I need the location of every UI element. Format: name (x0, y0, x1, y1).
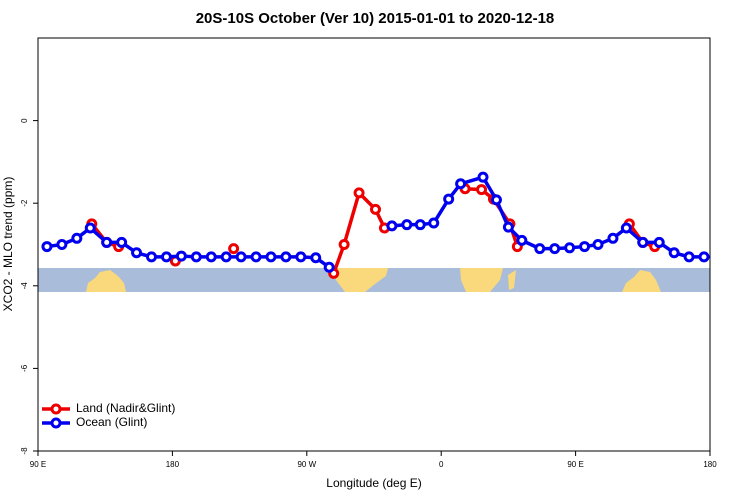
plot-frame (37, 37, 711, 452)
point (579, 241, 591, 253)
point (564, 242, 576, 254)
point (490, 194, 502, 206)
series-line (46, 175, 705, 269)
point (428, 217, 440, 229)
point (698, 251, 710, 263)
point (41, 241, 53, 253)
x-tick-label: 90 W (297, 460, 316, 469)
x-tick-label: 180 (166, 460, 180, 469)
point (280, 251, 292, 263)
point (443, 193, 455, 205)
point (160, 251, 172, 263)
point (265, 251, 277, 263)
map-strip (38, 268, 710, 292)
point (620, 222, 632, 234)
point (414, 219, 426, 231)
point (477, 171, 489, 183)
point (637, 236, 649, 248)
y-tick-label: 0 (20, 118, 29, 123)
point (228, 243, 240, 255)
point (220, 251, 232, 263)
point (338, 239, 350, 250)
point (607, 232, 619, 244)
point (71, 232, 83, 244)
point (131, 247, 143, 259)
point (502, 221, 514, 233)
legend-label: Ocean (Glint) (76, 415, 147, 429)
point (116, 236, 128, 248)
point (353, 187, 365, 199)
point (190, 251, 202, 263)
y-tick-label: -8 (20, 447, 29, 455)
point (386, 220, 398, 232)
point (310, 252, 322, 264)
point (235, 251, 247, 263)
point (516, 234, 528, 246)
point (205, 251, 217, 263)
x-axis-label: Longitude (deg E) (326, 476, 421, 490)
point (175, 250, 187, 262)
legend-label: Land (Nadir&Glint) (76, 401, 175, 415)
point (549, 243, 561, 255)
y-tick-label: -6 (20, 364, 29, 372)
x-tick-label: 90 E (567, 460, 583, 469)
legend-marker (50, 403, 62, 415)
y-tick-label: -4 (20, 282, 29, 290)
y-tick-label: -2 (20, 199, 29, 207)
point (84, 222, 96, 234)
point (476, 184, 488, 196)
point (534, 243, 546, 255)
point (323, 261, 335, 273)
point (56, 239, 68, 250)
point (455, 178, 467, 190)
point (653, 236, 665, 248)
point (369, 203, 381, 215)
point (401, 219, 413, 231)
y-axis-label: XCO2 - MLO trend (ppm) (1, 177, 15, 312)
x-tick-label: 180 (703, 460, 717, 469)
point (145, 251, 157, 263)
point (295, 251, 307, 263)
point (683, 251, 695, 263)
point (101, 236, 113, 248)
legend-marker (50, 417, 62, 429)
x-tick-label: 90 E (30, 460, 46, 469)
point (592, 239, 604, 250)
x-tick-label: 0 (439, 460, 444, 469)
point (668, 247, 680, 259)
chart-title: 20S-10S October (Ver 10) 2015-01-01 to 2… (196, 10, 555, 27)
point (250, 251, 262, 263)
